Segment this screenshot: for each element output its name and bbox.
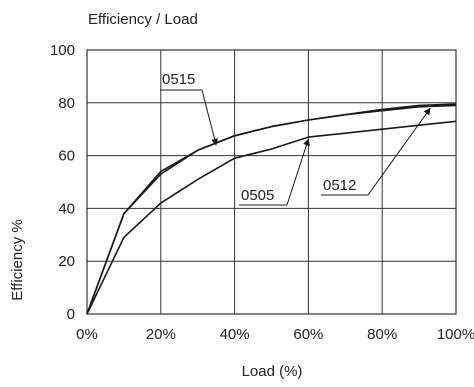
x-tick-label: 20% bbox=[146, 326, 176, 343]
callout-arrow-0505 bbox=[286, 138, 310, 206]
x-axis-label: Load (%) bbox=[242, 363, 303, 380]
x-tick-label: 60% bbox=[293, 326, 323, 343]
y-tick-label: 0 bbox=[67, 306, 75, 323]
callout-0512: 0512 bbox=[321, 107, 431, 196]
series-line-0512 bbox=[86, 104, 457, 315]
tick-labels: 0% 20% 40% 60% 80% 100% 0 20 40 60 80 100 bbox=[50, 42, 474, 343]
grid bbox=[86, 49, 457, 315]
callout-label-0505: 0505 bbox=[241, 187, 274, 204]
series-line-0505 bbox=[86, 120, 457, 315]
series-lines bbox=[86, 103, 457, 315]
plot-frame bbox=[86, 49, 457, 315]
callouts: 0515 0505 0512 bbox=[160, 71, 431, 206]
callout-0505: 0505 bbox=[239, 138, 310, 206]
callout-label-0512: 0512 bbox=[323, 177, 356, 194]
series-line-0515 bbox=[86, 103, 457, 315]
callout-arrow-0512 bbox=[367, 107, 431, 196]
callout-label-0515: 0515 bbox=[162, 71, 195, 88]
y-tick-label: 80 bbox=[58, 95, 75, 112]
y-axis-label: Efficiency % bbox=[9, 219, 26, 300]
callout-0515: 0515 bbox=[160, 71, 218, 146]
x-tick-label: 100% bbox=[437, 326, 474, 343]
y-tick-label: 100 bbox=[50, 42, 75, 59]
x-tick-label: 40% bbox=[220, 326, 250, 343]
y-tick-label: 60 bbox=[58, 148, 75, 165]
y-tick-label: 40 bbox=[58, 200, 75, 217]
chart-title: Efficiency / Load bbox=[88, 11, 198, 28]
callout-arrow-0515 bbox=[201, 89, 218, 146]
x-tick-label: 0% bbox=[76, 326, 98, 343]
y-tick-label: 20 bbox=[58, 253, 75, 270]
x-tick-label: 80% bbox=[367, 326, 397, 343]
